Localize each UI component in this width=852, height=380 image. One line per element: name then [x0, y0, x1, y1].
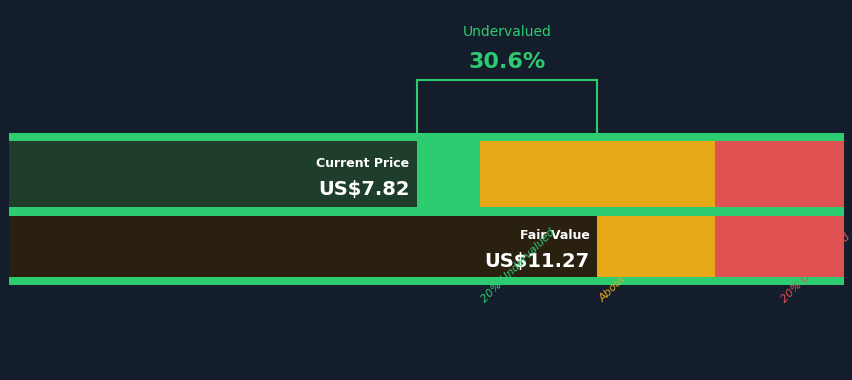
Bar: [9, 133, 479, 285]
Text: 30.6%: 30.6%: [468, 52, 545, 72]
Text: US$7.82: US$7.82: [318, 180, 409, 199]
Bar: [9, 141, 417, 207]
Text: About Right: About Right: [596, 251, 650, 304]
Text: Current Price: Current Price: [316, 157, 409, 170]
Text: US$11.27: US$11.27: [484, 252, 589, 271]
Bar: [9, 216, 596, 277]
Bar: [9, 133, 843, 141]
Text: Undervalued: Undervalued: [463, 25, 551, 39]
Bar: [479, 133, 714, 285]
Bar: [714, 133, 843, 285]
Bar: [9, 207, 843, 216]
Bar: [9, 277, 843, 285]
Text: 20% Overvalued: 20% Overvalued: [779, 231, 851, 304]
Text: 20% Undervalued: 20% Undervalued: [479, 226, 556, 304]
Text: Fair Value: Fair Value: [519, 229, 589, 242]
